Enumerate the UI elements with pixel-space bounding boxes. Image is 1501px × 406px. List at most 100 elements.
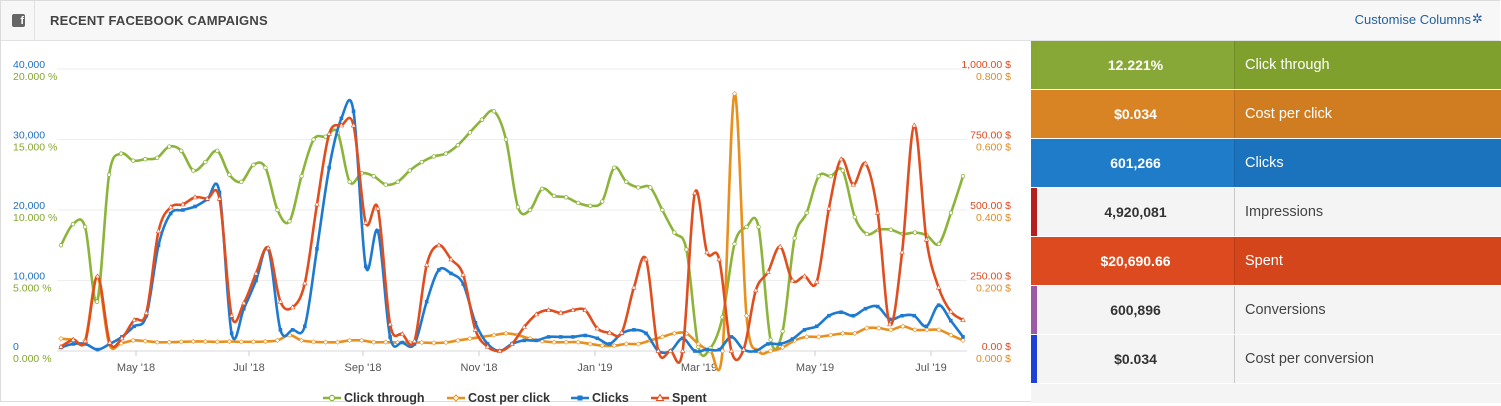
data-point-spent xyxy=(570,307,576,313)
data-point-cost-per-click xyxy=(828,332,834,338)
metric-row-clicks[interactable]: 601,266 Clicks xyxy=(1031,139,1501,188)
legend-item-cost-per-click[interactable]: Cost per click xyxy=(447,390,550,406)
data-point-cost-per-click xyxy=(310,339,317,345)
data-point-spent xyxy=(704,249,710,255)
data-point-cost-per-click xyxy=(924,327,930,333)
metric-value: $0.034 xyxy=(1114,351,1157,367)
data-point-cost-per-click xyxy=(623,341,629,347)
data-point-spent xyxy=(472,326,479,332)
data-point-clicks xyxy=(229,331,234,336)
data-point-cost-per-click xyxy=(767,348,774,354)
data-point-spent xyxy=(777,243,783,249)
data-point-click-through xyxy=(840,168,845,173)
data-point-click-through xyxy=(563,195,569,200)
data-point-clicks xyxy=(851,313,856,318)
data-point-cost-per-click xyxy=(467,336,473,342)
data-point-spent xyxy=(350,122,357,128)
data-point-spent xyxy=(643,256,649,262)
data-point-cost-per-click xyxy=(900,323,906,329)
panel-title: RECENT FACEBOOK CAMPAIGNS xyxy=(50,13,268,28)
data-point-spent xyxy=(850,181,857,187)
data-point-clicks xyxy=(315,246,319,251)
metric-row-conversions[interactable]: 600,896 Conversions xyxy=(1031,286,1501,335)
data-point-spent xyxy=(899,249,905,255)
metric-row-cost-per-conversion[interactable]: $0.034 Cost per conversion xyxy=(1031,335,1501,384)
data-point-cost-per-click xyxy=(154,339,160,345)
data-point-spent xyxy=(107,339,113,345)
data-point-spent xyxy=(826,205,832,211)
legend-item-click-through[interactable]: Click through xyxy=(323,390,425,406)
gear-icon[interactable]: ✲ xyxy=(1472,11,1483,26)
data-point-clicks xyxy=(473,321,478,325)
data-point-clicks xyxy=(388,335,392,339)
data-point-spent xyxy=(411,338,418,344)
data-point-clicks xyxy=(546,335,551,339)
metric-row-click-through[interactable]: 12.221% Click through xyxy=(1031,41,1501,90)
data-point-click-through xyxy=(70,221,76,227)
data-point-click-through xyxy=(287,219,292,224)
data-point-spent xyxy=(216,195,223,201)
data-point-spent xyxy=(289,304,296,310)
data-point-spent xyxy=(862,160,869,166)
metric-value: $0.034 xyxy=(1114,106,1157,122)
y-axis-tick-label-right: 0.800 $ xyxy=(976,71,1011,83)
data-point-clicks xyxy=(680,336,685,341)
legend-item-clicks[interactable]: Clicks xyxy=(571,390,629,406)
data-point-spent xyxy=(716,256,722,262)
data-point-clicks xyxy=(802,328,807,332)
y-axis-tick-label: 40,000 xyxy=(13,59,45,71)
data-point-cost-per-click xyxy=(178,339,184,345)
data-point-clicks xyxy=(717,347,722,352)
data-point-spent xyxy=(911,122,917,128)
data-point-spent xyxy=(765,269,771,274)
metric-row-impressions[interactable]: 4,920,081 Impressions xyxy=(1031,188,1501,237)
panel-header: f RECENT FACEBOOK CAMPAIGNS Customise Co… xyxy=(1,1,1500,41)
data-point-cost-per-click xyxy=(659,334,665,340)
data-point-click-through xyxy=(203,159,208,165)
data-point-click-through xyxy=(142,157,148,162)
data-point-click-through xyxy=(491,109,497,114)
legend-swatch xyxy=(651,391,669,405)
data-point-click-through xyxy=(263,165,268,170)
data-point-spent xyxy=(935,284,942,290)
metric-color-bar xyxy=(1031,139,1037,187)
metric-label: Clicks xyxy=(1234,139,1501,187)
data-point-clicks xyxy=(753,349,758,353)
data-point-cost-per-click xyxy=(298,337,305,344)
data-point-click-through xyxy=(636,185,641,190)
data-point-cost-per-click xyxy=(912,327,918,333)
data-point-clicks xyxy=(863,306,868,311)
data-point-click-through xyxy=(383,182,388,187)
metric-row-spent[interactable]: $20,690.66 Spent xyxy=(1031,237,1501,286)
metric-row-cost-per-click[interactable]: $0.034 Cost per click xyxy=(1031,90,1501,139)
data-point-clicks xyxy=(571,335,575,339)
data-point-click-through xyxy=(515,204,521,210)
data-point-cost-per-click xyxy=(262,338,269,345)
data-point-clicks xyxy=(766,342,770,346)
y-axis-tick-label: 20,000 xyxy=(13,200,45,212)
data-point-click-through xyxy=(251,162,256,168)
data-point-clicks xyxy=(949,318,953,323)
metric-label: Impressions xyxy=(1234,188,1501,236)
data-point-spent xyxy=(436,242,442,248)
data-point-spent xyxy=(874,209,881,215)
data-point-clicks xyxy=(729,335,734,339)
customise-columns-link[interactable]: Customise Columns xyxy=(1354,12,1471,27)
data-point-clicks xyxy=(339,116,344,121)
legend-item-spent[interactable]: Spent xyxy=(651,390,707,406)
data-point-spent xyxy=(728,347,735,353)
chart-legend: Click through Cost per click Clicks Spent xyxy=(1,390,1031,406)
data-point-click-through xyxy=(804,210,809,216)
metric-color-bar xyxy=(1031,237,1037,285)
data-point-click-through xyxy=(624,179,629,184)
data-point-cost-per-click xyxy=(551,339,557,345)
x-axis-tick-label: Jul '19 xyxy=(915,362,946,374)
data-point-spent xyxy=(180,201,186,207)
data-point-clicks xyxy=(644,331,648,336)
data-point-cost-per-click xyxy=(130,337,136,344)
x-axis-tick-label: Jul '18 xyxy=(233,362,264,374)
data-point-click-through xyxy=(130,158,136,163)
data-point-spent xyxy=(948,308,954,314)
data-point-clicks xyxy=(875,304,880,309)
